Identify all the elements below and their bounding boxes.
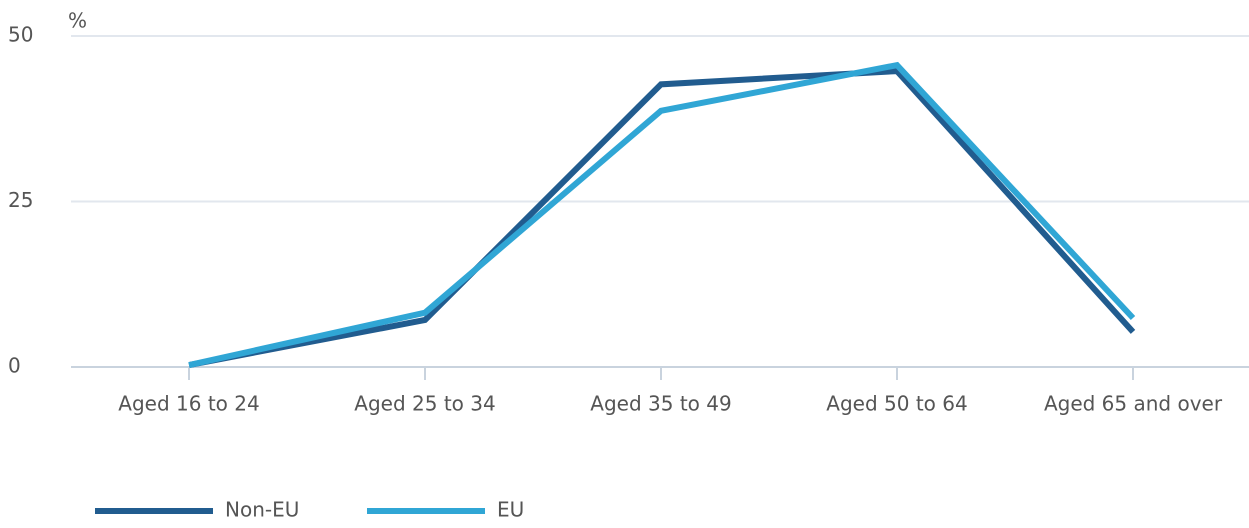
line [188,68,1136,368]
x-tick-label: Aged 50 to 64 [826,392,967,416]
x-tick-label: Aged 16 to 24 [118,392,259,416]
legend-label: EU [497,498,524,522]
legend-label: Non-EU [225,498,299,522]
x-tick-label: Aged 65 and over [1044,392,1223,416]
x-tick-label: Aged 35 to 49 [590,392,731,416]
y-tick-label: 50 [8,23,33,47]
line [188,61,1136,368]
x-tick-label: Aged 25 to 34 [354,392,495,416]
y-axis-label: % [68,9,87,33]
y-tick-label: 0 [8,354,21,378]
y-tick-label: 25 [8,188,33,212]
